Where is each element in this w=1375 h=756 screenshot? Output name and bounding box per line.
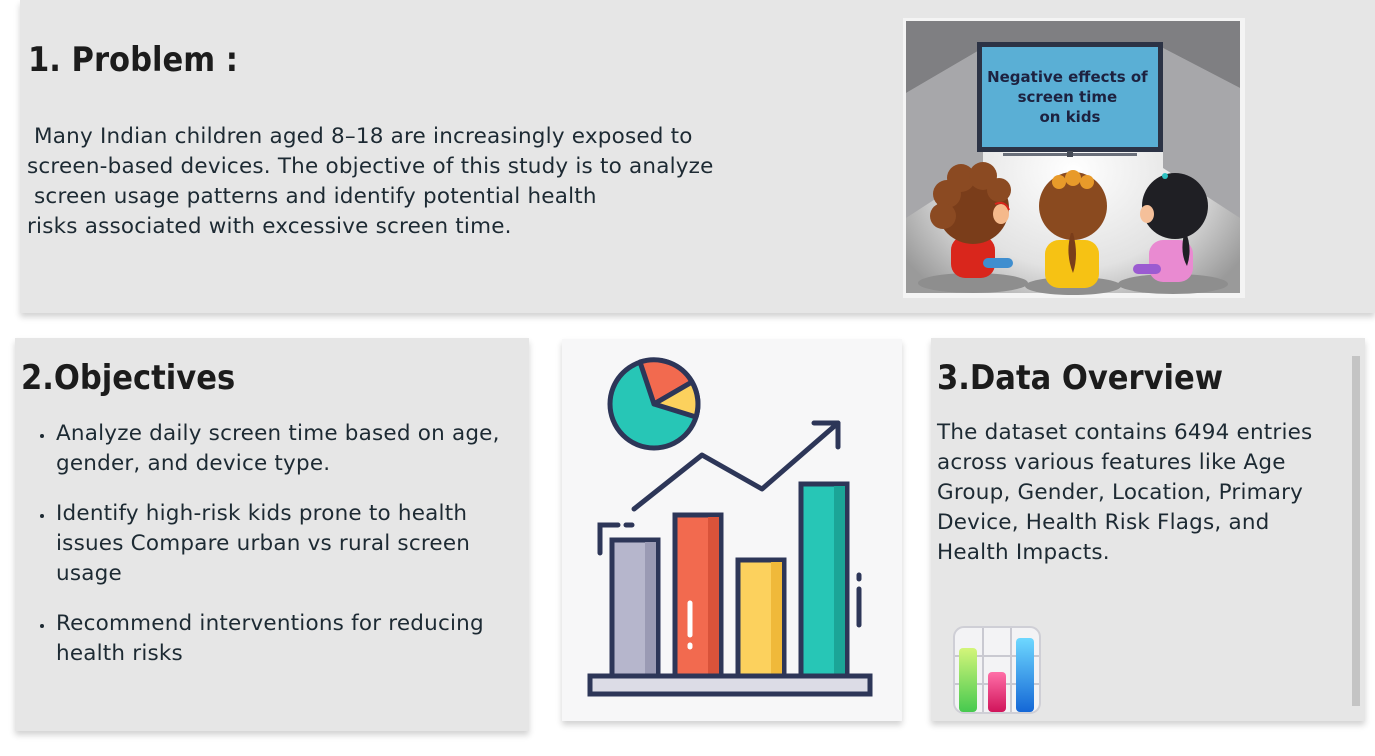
objective-item: Identify high-risk kids prone to health … bbox=[36, 499, 526, 589]
bar-chart-app-icon bbox=[953, 626, 1041, 714]
tv-caption-line: on kids bbox=[1040, 108, 1101, 126]
problem-text-line: Many Indian children aged 8–18 are incre… bbox=[27, 124, 693, 149]
objective-line: health risks bbox=[56, 641, 183, 666]
data-overview-panel: 3.Data Overview The dataset contains 649… bbox=[931, 338, 1365, 721]
problem-text: Many Indian children aged 8–18 are incre… bbox=[27, 122, 714, 242]
problem-heading: 1. Problem : bbox=[28, 40, 238, 80]
data-overview-line: Device, Health Risk Flags, and bbox=[937, 510, 1270, 535]
problem-text-line: screen usage patterns and identify poten… bbox=[27, 184, 597, 209]
growth-bar-chart-illustration bbox=[587, 357, 873, 697]
problem-text-line: risks associated with excessive screen t… bbox=[27, 214, 512, 239]
data-overview-line: across various features like Age bbox=[937, 450, 1286, 475]
kid-red-shirt bbox=[930, 162, 1013, 278]
data-overview-text: The dataset contains 6494 entries across… bbox=[937, 418, 1312, 568]
data-overview-scrollbar[interactable] bbox=[1352, 356, 1360, 706]
illustration-panel bbox=[562, 339, 902, 721]
objective-line: issues Compare urban vs rural screen bbox=[56, 531, 471, 556]
kids-watching-tv-illustration: Negative effects of screen time on kids bbox=[903, 18, 1245, 298]
objectives-heading: 2.Objectives bbox=[21, 358, 236, 398]
objective-line: Identify high-risk kids prone to health bbox=[56, 501, 468, 526]
objectives-panel: 2.Objectives Analyze daily screen time b… bbox=[15, 338, 529, 731]
tv-caption: Negative effects of screen time on kids bbox=[987, 68, 1153, 126]
objective-item: Recommend interventions for reducing hea… bbox=[36, 609, 526, 669]
objective-item: Analyze daily screen time based on age, … bbox=[36, 419, 526, 479]
problem-panel: 1. Problem : Many Indian children aged 8… bbox=[20, 0, 1375, 313]
data-overview-line: Group, Gender, Location, Primary bbox=[937, 480, 1304, 505]
objectives-list: Analyze daily screen time based on age, … bbox=[36, 419, 526, 689]
tv-caption-line: screen time bbox=[1018, 88, 1118, 106]
objective-line: gender, and device type. bbox=[56, 451, 331, 476]
data-overview-line: The dataset contains 6494 entries bbox=[937, 420, 1313, 445]
data-overview-line: Health Impacts. bbox=[937, 540, 1110, 565]
kid-yellow-shirt bbox=[1039, 170, 1107, 288]
tv-caption-line: Negative effects of bbox=[987, 68, 1148, 86]
problem-text-line: screen-based devices. The objective of t… bbox=[27, 154, 714, 179]
kid-pink-shirt bbox=[1133, 173, 1208, 282]
data-overview-heading: 3.Data Overview bbox=[937, 358, 1224, 398]
objective-line: usage bbox=[56, 561, 122, 586]
objective-line: Recommend interventions for reducing bbox=[56, 611, 484, 636]
objective-line: Analyze daily screen time based on age, bbox=[56, 421, 500, 446]
